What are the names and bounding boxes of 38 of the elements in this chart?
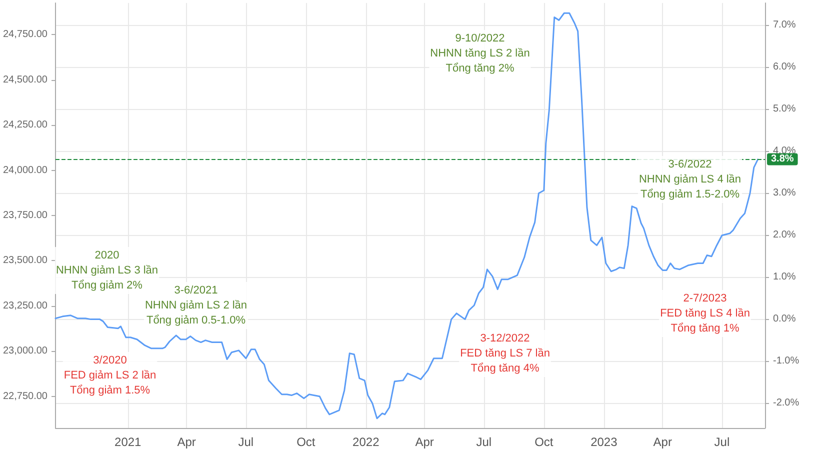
x-tick-label: Jul <box>714 435 730 449</box>
annotation: 3-12/2022 FED tăng LS 7 lần Tổng tăng 4% <box>460 332 550 374</box>
y2-tick-label: 1.0% <box>773 271 796 282</box>
line-series <box>54 12 759 420</box>
y2-tick-label: 6.0% <box>773 61 796 72</box>
annotation: 3-6/2021 NHNN giảm LS 2 lần Tổng giảm 0.5-1.0% <box>144 284 248 326</box>
y-tick-label: 23,250.00 <box>2 300 48 312</box>
ref-line-label: 3.8% <box>771 154 794 165</box>
y2-tick-label: 5.0% <box>773 103 796 114</box>
annotation: 2-7/2023 FED tăng LS 4 lần Tổng tăng 1% <box>660 292 750 334</box>
y2-tick-label: 2.0% <box>773 229 796 240</box>
y2-tick-label: 0.0% <box>773 313 796 324</box>
y-tick-label: 24,500.00 <box>2 74 48 86</box>
annotation: 3-6/2022 NHNN giảm LS 4 lần Tổng giảm 1.5-2.0% <box>638 158 742 200</box>
y-tick-label: 23,000.00 <box>2 346 48 357</box>
x-tick-label: Apr <box>653 435 672 449</box>
x-tick-label: 2023 <box>590 435 618 449</box>
y-tick-label: 24,750.00 <box>2 29 48 40</box>
x-tick-label: Jul <box>476 435 492 449</box>
x-tick-label: Oct <box>534 435 554 449</box>
x-tick-label: Apr <box>415 435 434 449</box>
y2-tick-label: 7.0% <box>773 19 796 30</box>
y2-tick-label: -1.0% <box>773 355 800 366</box>
annotation: 2020 NHNN giảm LS 3 lần Tổng giảm 2% <box>56 250 158 292</box>
y-tick-label: 23,500.00 <box>2 255 48 266</box>
y2-tick-label: -2.0% <box>773 397 800 408</box>
x-tick-label: 2022 <box>352 435 380 449</box>
annotation: 3/2020 FED giảm LS 2 lần Tổng giảm 1.5% <box>64 354 156 396</box>
y2-tick-label: 3.0% <box>773 187 796 198</box>
y-tick-label: 23,750.00 <box>2 210 48 221</box>
y-tick-label: 22,750.00 <box>2 390 48 402</box>
annotation: 9-10/2022 NHNN tăng LS 2 lần Tổng tăng 2% <box>430 32 530 74</box>
y-tick-label: 24,250.00 <box>2 120 48 131</box>
y-tick-label: 24,000.00 <box>2 164 48 176</box>
x-tick-label: Apr <box>177 435 196 449</box>
x-tick-label: Jul <box>238 435 254 449</box>
x-tick-label: 2021 <box>114 435 142 449</box>
x-tick-label: Oct <box>296 435 316 449</box>
